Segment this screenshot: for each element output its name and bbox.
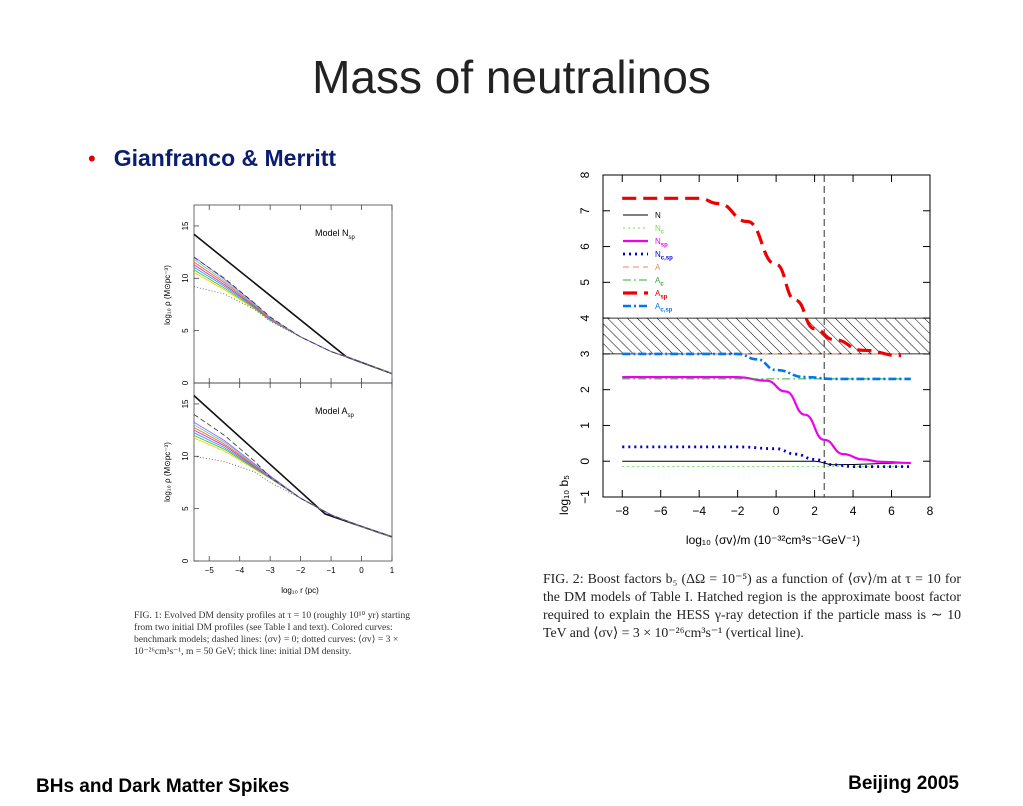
fig1-ylabel-top: log₁₀ ρ (M⊙pc⁻³): [163, 265, 172, 325]
fig1-series-benchmark-nsp: [193, 256, 393, 375]
fig1-series-dashed-asp: [193, 414, 393, 538]
fig2-xtick-label: 0: [773, 504, 780, 518]
fig1-xtick-label: −2: [296, 566, 306, 575]
fig2-series-N: [622, 460, 911, 466]
fig1-series-dotted-asp: [193, 455, 393, 538]
fig1-xtick-label: −5: [205, 566, 215, 575]
fig2-series-Ac-sp: [622, 352, 911, 381]
fig2-ytick-label: 1: [578, 422, 592, 429]
footer-left: BHs and Dark Matter Spikes: [36, 776, 290, 797]
fig1-series-initial-nsp: [193, 233, 393, 375]
fig2-series-Asp: [622, 196, 902, 358]
fig1-series-benchmark-asp: [193, 429, 393, 538]
fig1-series-benchmark-asp: [193, 424, 393, 538]
fig2-xtick-label: −6: [654, 504, 668, 518]
legend-label: Nc: [655, 224, 665, 236]
legend-label: Nc,sp: [655, 250, 673, 262]
fig2-ytick-label: 2: [578, 386, 592, 393]
figure-1-density-profiles: 0 5 10 15 0 5 10 15 −5 −4 −3 −2 −1 0 1 Model Nsp Mode…: [163, 204, 395, 595]
legend-label: Asp: [655, 289, 668, 301]
fig2-series-Nc-sp: [622, 445, 911, 468]
panel-model-nsp: 0 5 10 15: [181, 204, 393, 385]
bullet-text: Gianfranco & Merritt: [113, 145, 337, 171]
fig2-xtick-label: −2: [731, 504, 745, 518]
fig1-series-benchmark-nsp: [193, 259, 393, 375]
panel-bottom-label: Model Asp: [315, 406, 355, 419]
fig2-xtick-label: −4: [692, 504, 706, 518]
fig2-ytick-label: 8: [578, 171, 592, 178]
legend-label: Nsp: [655, 237, 668, 249]
fig2-xtick-label: 4: [850, 504, 857, 518]
fig1-frame-asp: [193, 382, 393, 562]
fig1-series-benchmark-asp: [193, 421, 393, 538]
legend-label: A: [655, 263, 661, 272]
fig1-xtick-label: 1: [390, 566, 395, 575]
fig2-series-Nsp: [622, 375, 911, 465]
hatched-region: [602, 317, 931, 355]
fig2-ytick-label: 3: [578, 350, 592, 357]
fig1-ytick-label-nsp: 0: [181, 380, 190, 385]
fig2-xtick-label: 8: [927, 504, 934, 518]
fig1-series-initial-asp: [193, 395, 393, 538]
footer-right: Beijing 2005: [848, 773, 959, 794]
fig2-xlabel: log₁₀ ⟨σv⟩/m (10⁻³²cm³s⁻¹GeV⁻¹): [686, 533, 860, 547]
fig2-ytick-label: 7: [578, 207, 592, 214]
fig1-series-benchmark-nsp: [193, 266, 393, 375]
fig1-xlabel: log₁₀ r (pc): [281, 586, 319, 595]
slide-title: Mass of neutralinos: [312, 51, 711, 103]
fig1-xtick-label: −3: [266, 566, 276, 575]
fig2-xtick-label: −8: [615, 504, 629, 518]
bullet-item: • Gianfranco & Merritt: [88, 145, 336, 172]
panel-top-label: Model Nsp: [315, 228, 356, 241]
fig1-ytick-label-asp: 5: [181, 506, 190, 511]
legend-label: Ac,sp: [655, 302, 673, 314]
legend-label: Ac: [655, 276, 664, 288]
legend-label: N: [655, 211, 661, 220]
fig1-ytick-label-nsp: 10: [181, 273, 190, 282]
fig2-xtick-label: 2: [811, 504, 818, 518]
fig2-ytick-label: 4: [578, 314, 592, 321]
fig1-xtick-label: −1: [327, 566, 337, 575]
fig1-ylabel-bottom: log₁₀ ρ (M⊙pc⁻³): [163, 442, 172, 502]
figure-2-caption: FIG. 2: Boost factors b₅ (ΔΩ = 10⁻⁵) as …: [543, 571, 961, 640]
boost-factor-plot: −8 −6 −4 −2 0 2 4 6 8 −1 0 1 2 3 4 5 6 7 8: [578, 171, 934, 518]
fig1-ytick-label-nsp: 5: [181, 328, 190, 333]
fig1-ytick-label-asp: 0: [181, 558, 190, 563]
fig1-series-dotted-nsp: [193, 286, 393, 374]
fig1-series-benchmark-asp: [193, 437, 393, 538]
fig2-ytick-label: 0: [578, 458, 592, 465]
fig1-ytick-label-asp: 15: [181, 399, 190, 408]
fig1-xtick-label: 0: [359, 566, 364, 575]
fig2-ytick-label: 5: [578, 279, 592, 286]
fig1-xtick-label: −4: [235, 566, 245, 575]
fig2-ytick-label: 6: [578, 243, 592, 250]
bullet-dot: •: [88, 145, 96, 171]
fig2-ytick-label: −1: [578, 490, 592, 504]
fig2-ylabel: log₁₀ b₅: [557, 475, 571, 515]
fig1-series-benchmark-asp: [193, 427, 393, 538]
figure-1-caption: FIG. 1: Evolved DM density profiles at τ…: [134, 610, 411, 657]
fig2-xtick-label: 6: [888, 504, 895, 518]
fig2-frame: [602, 174, 931, 498]
panel-model-asp: 0 5 10 15 −5 −4 −3 −2 −1 0 1: [181, 382, 395, 575]
fig1-ytick-label-nsp: 15: [181, 221, 190, 230]
fig1-ytick-label-asp: 10: [181, 451, 190, 460]
fig1-series-dashed-nsp: [193, 257, 393, 374]
